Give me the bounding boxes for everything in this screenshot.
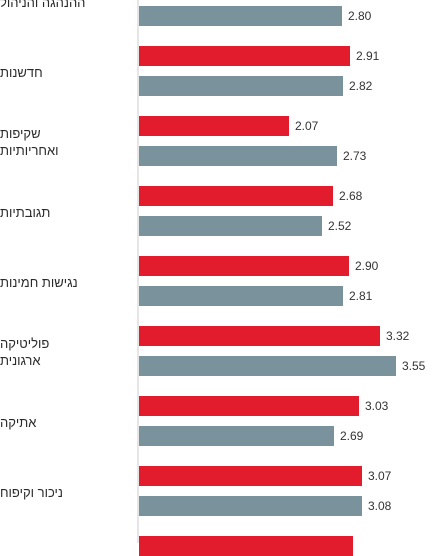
bar-grey: [139, 146, 337, 166]
value-label: 2.90: [355, 259, 379, 273]
bar-red: [139, 326, 380, 346]
chart-area: ההנהגה והניהול 2.80 חדשנות 2.91 2.82 שקיפות וא…: [0, 0, 426, 556]
category-label-line: תגובתיות: [0, 204, 51, 220]
bar-red: [139, 116, 289, 136]
bar-red: [139, 46, 350, 66]
bar-grey: [139, 356, 396, 376]
bar-grey: [139, 216, 322, 236]
value-label: 3.55: [402, 359, 426, 373]
bar-grey: [139, 6, 342, 26]
value-label: 2.68: [339, 189, 363, 203]
category-label: פוליטיקה ארגונית: [0, 322, 118, 382]
bar-red: [139, 186, 333, 206]
value-label: 2.52: [328, 219, 352, 233]
category-label: ניכור וקיפוח: [0, 462, 118, 522]
category-label: ההנהגה והניהול: [0, 0, 118, 32]
value-label: 2.80: [348, 9, 372, 23]
bar-grey: [139, 496, 362, 516]
category-label-line: פוליטיקה: [0, 336, 50, 351]
value-label: 3.07: [368, 469, 392, 483]
category-label-line: ארגונית: [0, 353, 41, 368]
category-label: אתיקה: [0, 392, 118, 452]
category-label: שקיפות ואחריותיות: [0, 112, 118, 172]
category-label-line: אתיקה: [0, 414, 37, 430]
value-label: 2.69: [340, 429, 364, 443]
bar-red: [139, 256, 349, 276]
category-label: נגישות חמינות: [0, 252, 118, 312]
value-label: 2.73: [343, 149, 367, 163]
category-label: חדשנות: [0, 42, 118, 102]
category-label-line: שקיפות: [0, 126, 41, 141]
value-label: 2.82: [349, 79, 373, 93]
category-label-line: נגישות חמינות: [0, 274, 78, 290]
bar-red: [139, 466, 362, 486]
category-axis-line: [137, 0, 139, 543]
value-label: 3.32: [386, 329, 410, 343]
bar-red: [139, 396, 359, 416]
value-label: 3.03: [365, 399, 389, 413]
value-label: 2.81: [349, 289, 373, 303]
category-label: תגובתיות: [0, 182, 118, 242]
category-label-line: ההנהגה והניהול: [0, 0, 86, 10]
bar-grey: [139, 286, 343, 306]
bar-red: [139, 536, 353, 556]
bar-grey: [139, 426, 334, 446]
category-label-line: חדשנות: [0, 64, 43, 80]
value-label: 3.08: [368, 499, 392, 513]
value-label: 2.07: [295, 119, 319, 133]
bar-grey: [139, 76, 343, 96]
value-label: 2.91: [356, 49, 380, 63]
category-label-line: ניכור וקיפוח: [0, 484, 63, 500]
category-label-line: ואחריותיות: [0, 143, 59, 158]
